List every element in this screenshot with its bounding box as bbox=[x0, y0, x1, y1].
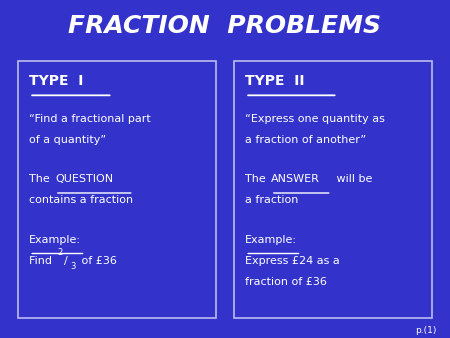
Text: a fraction of another”: a fraction of another” bbox=[245, 135, 366, 145]
Text: contains a fraction: contains a fraction bbox=[29, 195, 133, 206]
Bar bbox=[234, 61, 432, 318]
Text: Example:: Example: bbox=[245, 235, 297, 245]
Text: “Find a fractional part: “Find a fractional part bbox=[29, 114, 151, 124]
Text: a fraction: a fraction bbox=[245, 195, 299, 206]
Text: TYPE  II: TYPE II bbox=[245, 74, 305, 88]
Text: The: The bbox=[245, 174, 270, 185]
Text: Example:: Example: bbox=[29, 235, 81, 245]
Text: QUESTION: QUESTION bbox=[55, 174, 113, 185]
Text: Express £24 as a: Express £24 as a bbox=[245, 256, 340, 266]
Text: The: The bbox=[29, 174, 54, 185]
Text: /: / bbox=[64, 256, 68, 266]
Text: of a quantity”: of a quantity” bbox=[29, 135, 106, 145]
Text: Find: Find bbox=[29, 256, 56, 266]
Text: fraction of £36: fraction of £36 bbox=[245, 277, 327, 287]
Text: FRACTION  PROBLEMS: FRACTION PROBLEMS bbox=[68, 14, 382, 38]
Bar bbox=[18, 61, 216, 318]
Text: ANSWER: ANSWER bbox=[271, 174, 320, 185]
Text: will be: will be bbox=[333, 174, 373, 185]
Text: p.(1): p.(1) bbox=[415, 325, 436, 335]
Text: “Express one quantity as: “Express one quantity as bbox=[245, 114, 385, 124]
Text: 2: 2 bbox=[57, 248, 63, 258]
Text: of £36: of £36 bbox=[78, 256, 117, 266]
Text: TYPE  I: TYPE I bbox=[29, 74, 84, 88]
Text: 3: 3 bbox=[71, 262, 76, 271]
